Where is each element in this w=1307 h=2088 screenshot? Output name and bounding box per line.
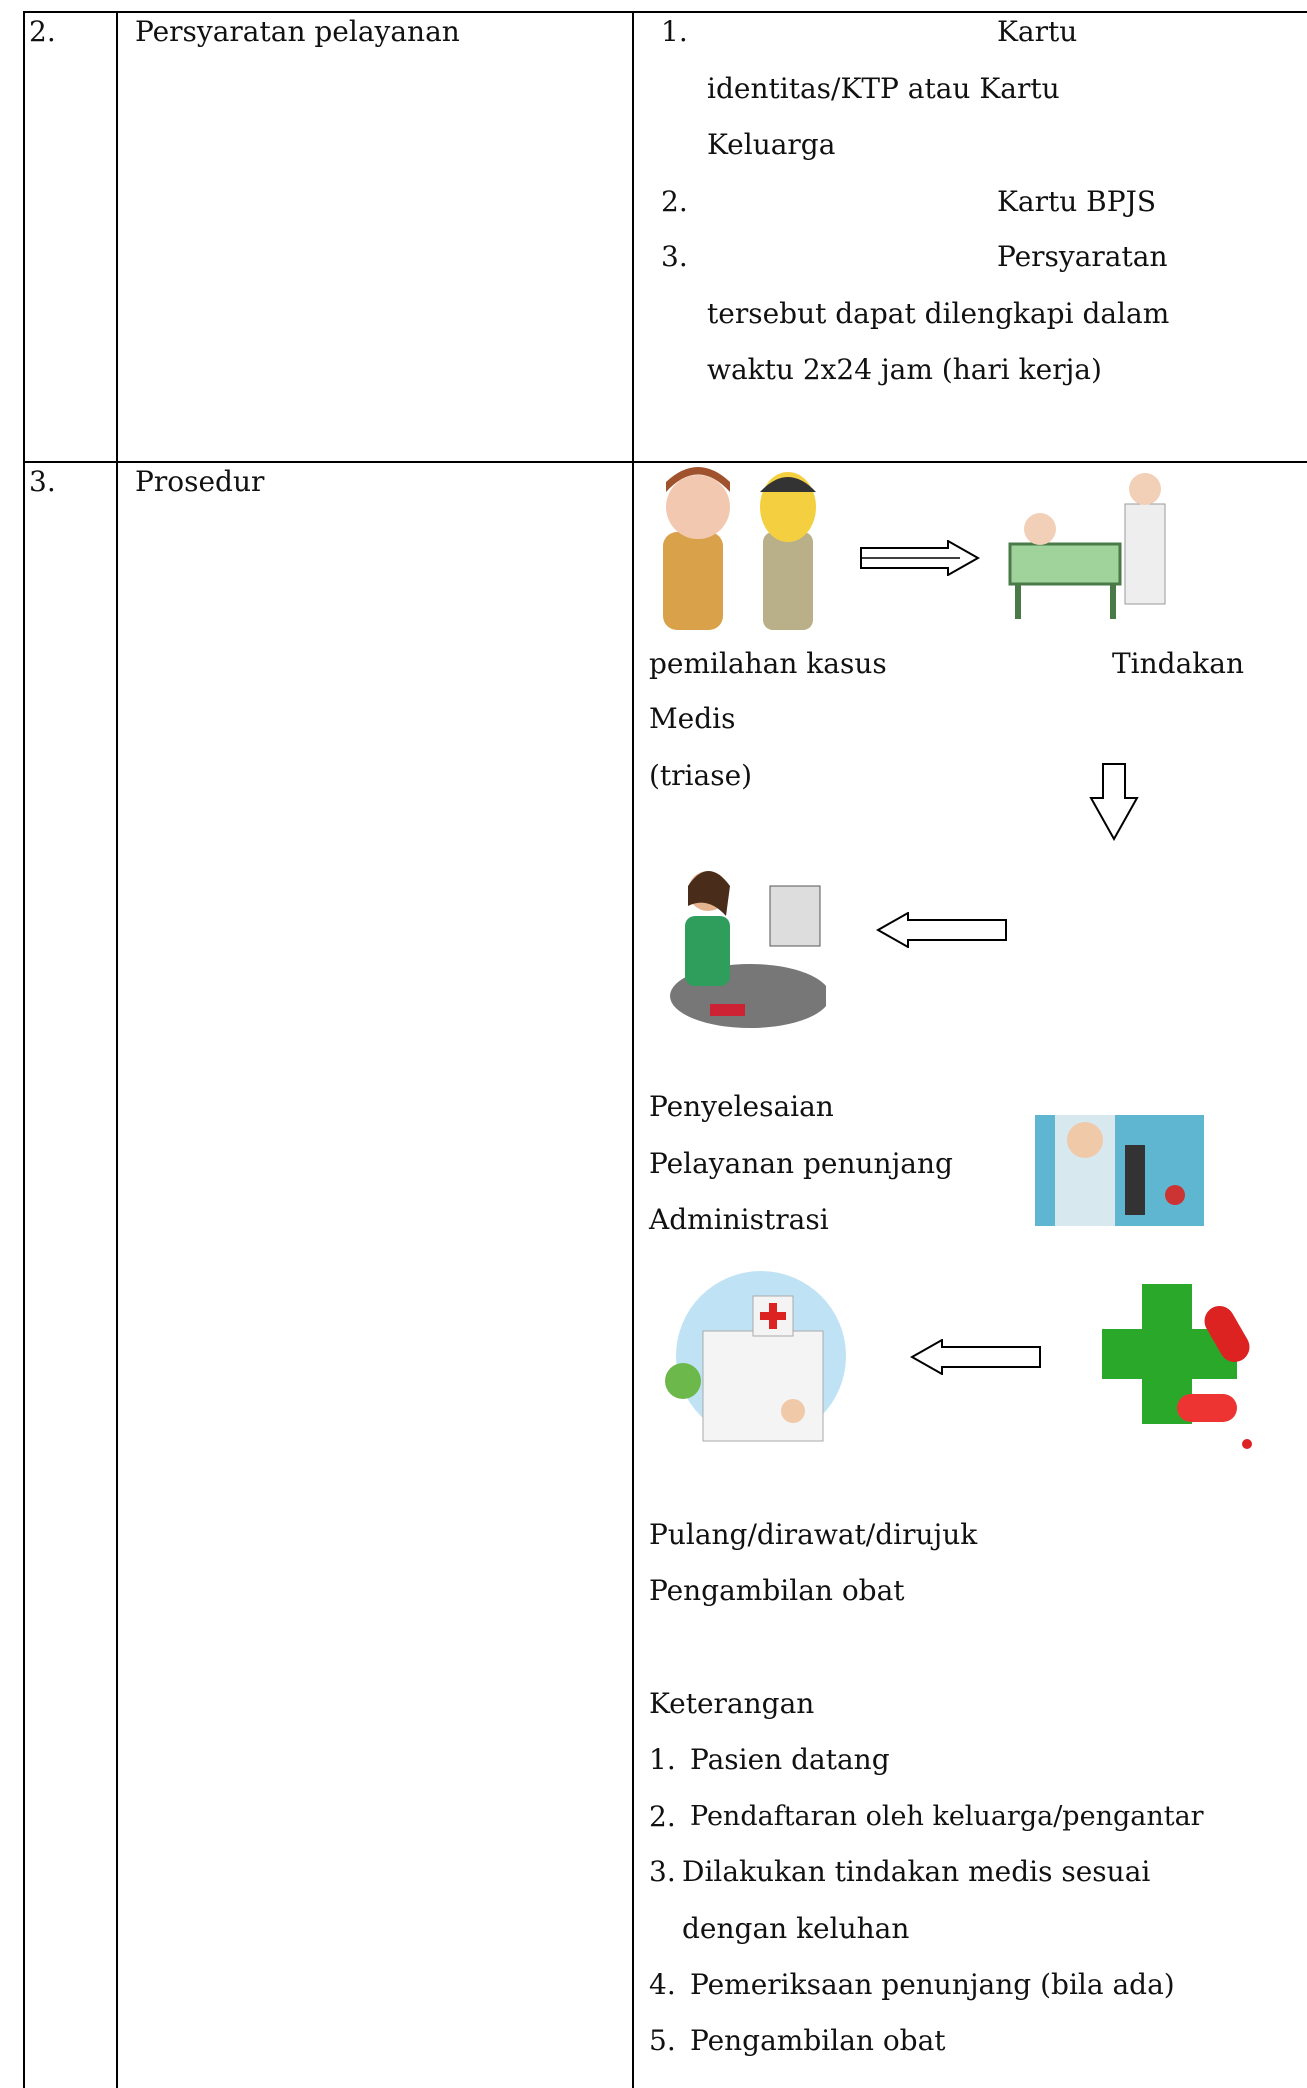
row-number: 2. [29,15,56,48]
table-border [23,11,25,2088]
flow-label: (triase) [649,759,753,792]
note-text: dengan keluhan [682,1912,910,1945]
note-text: Pemeriksaan penunjang (bila ada) [690,1968,1175,2001]
arrow-right [860,540,980,576]
row-label: Persyaratan pelayanan [135,15,460,48]
lab-icon [1035,1115,1204,1226]
note-text: Pengambilan obat [690,2024,946,2057]
pharmacy-icon [1102,1284,1252,1449]
flow-label: Administrasi [649,1203,829,1236]
item-number: 2. [661,185,688,218]
item-text: waktu 2x24 jam (hari kerja) [707,353,1102,386]
flow-label: Pelayanan penunjang [649,1147,953,1180]
flow-label: Medis [649,702,736,735]
note-text: Dilakukan tindakan medis sesuai [682,1855,1151,1888]
flow-label: Tindakan [1112,647,1244,680]
note-number: 4. [649,1968,676,2001]
item-text: Kartu BPJS [997,185,1157,218]
note-number: 5. [649,2024,676,2057]
patient-icon [663,467,816,630]
item-text: identitas/KTP atau Kartu [707,72,1060,105]
item-text: Kartu [997,15,1078,48]
item-number: 1. [661,15,688,48]
doctor-icon [1008,473,1166,619]
flow-label: Pengambilan obat [649,1574,905,1607]
row-label: Prosedur [135,465,265,498]
note-text: Pendaftaran oleh keluarga/pengantar [690,1801,1204,1832]
note-number: 1. [649,1743,676,1776]
flow-label: Pulang/dirawat/dirujuk [649,1518,978,1551]
arrow-left [910,1339,1041,1375]
hospital-icon [665,1271,846,1442]
table-border [23,11,1307,13]
flow-label: pemilahan kasus [649,647,887,680]
note-number: 2. [649,1800,676,1833]
note-text: Pasien datang [690,1743,890,1776]
receptionist-icon [670,871,826,1028]
table-border [632,11,634,2088]
arrow-down [1089,763,1139,841]
item-text: tersebut dapat dilengkapi dalam [707,297,1170,330]
table-border [23,461,1307,463]
table-border [116,11,118,2088]
flow-label: Penyelesaian [649,1090,834,1123]
arrow-left [876,912,1007,948]
item-text: Keluarga [707,128,836,161]
notes-title: Keterangan [649,1687,815,1720]
item-text: Persyaratan [997,240,1168,273]
row-number: 3. [29,465,56,498]
item-number: 3. [661,240,688,273]
note-number: 3. [649,1855,676,1888]
